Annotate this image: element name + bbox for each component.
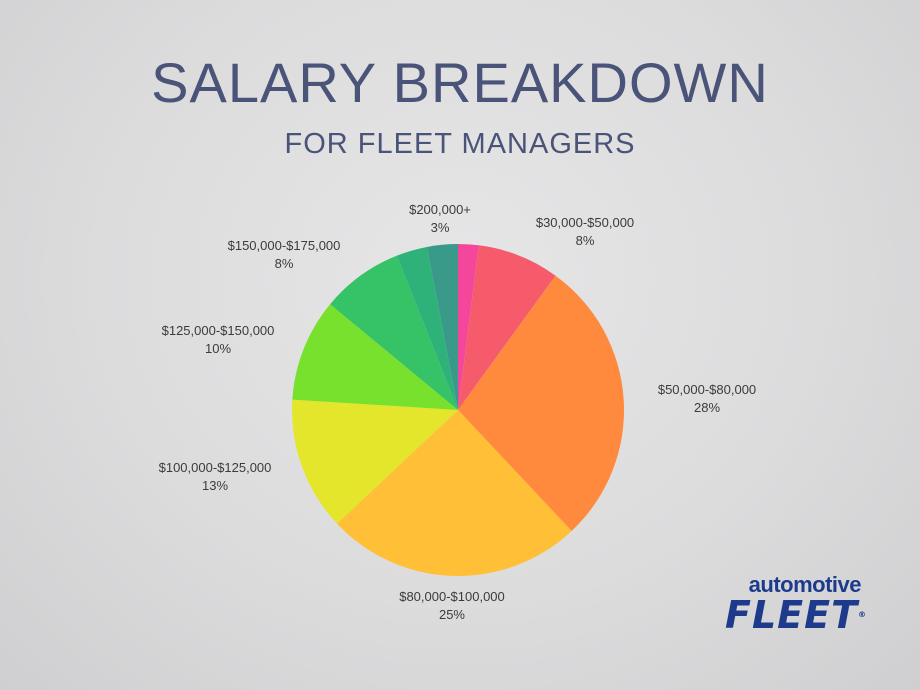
registered-mark: ® bbox=[858, 610, 867, 619]
pie-slice-5 bbox=[292, 304, 458, 410]
label-range: $100,000-$125,000 bbox=[158, 460, 272, 475]
label-pct: 10% bbox=[204, 341, 232, 356]
label-80000-100000: $80,000-$100,000 25% bbox=[399, 588, 505, 624]
label-range: $30,000-$50,000 bbox=[535, 215, 635, 230]
label-pct: 28% bbox=[693, 400, 721, 415]
label-pct: 8% bbox=[274, 256, 294, 271]
page-title: SALARY BREAKDOWN bbox=[151, 51, 769, 114]
label-range: $80,000-$100,000 bbox=[399, 589, 505, 604]
page-subtitle: FOR FLEET MANAGERS bbox=[284, 128, 636, 160]
logo-main-text: FLEET® bbox=[662, 596, 867, 634]
label-200000-plus: $200,000+ 3% bbox=[409, 201, 471, 237]
label-100000-125000: $100,000-$125,000 13% bbox=[159, 459, 272, 495]
label-range: $150,000-$175,000 bbox=[227, 238, 341, 253]
label-pct: 25% bbox=[438, 607, 466, 622]
pie-slice-7 bbox=[396, 246, 458, 410]
pie-slice-2 bbox=[458, 275, 624, 532]
label-pct: 8% bbox=[575, 233, 595, 248]
pie-slice-6 bbox=[330, 255, 458, 410]
label-range: $125,000-$150,000 bbox=[161, 323, 275, 338]
label-range: $50,000-$80,000 bbox=[657, 382, 757, 397]
pie-slice-1 bbox=[458, 245, 556, 410]
label-50000-80000: $50,000-$80,000 28% bbox=[658, 381, 756, 417]
label-30000-50000: $30,000-$50,000 8% bbox=[536, 214, 634, 250]
logo-top-text: automotive bbox=[748, 572, 862, 597]
pie-slice-4 bbox=[291, 399, 458, 524]
pie-slice-0 bbox=[458, 244, 479, 410]
automotive-fleet-logo: automotive FLEET® bbox=[662, 572, 867, 635]
label-pct: 13% bbox=[201, 478, 229, 493]
label-pct: 3% bbox=[430, 220, 450, 235]
label-range: $200,000+ bbox=[409, 202, 471, 217]
pie-slice-3 bbox=[336, 410, 572, 576]
pie-slice-8 bbox=[426, 244, 458, 410]
label-125000-150000: $125,000-$150,000 10% bbox=[162, 322, 275, 358]
label-150000-175000: $150,000-$175,000 8% bbox=[228, 237, 341, 273]
logo-main-word: FLEET bbox=[724, 593, 858, 637]
